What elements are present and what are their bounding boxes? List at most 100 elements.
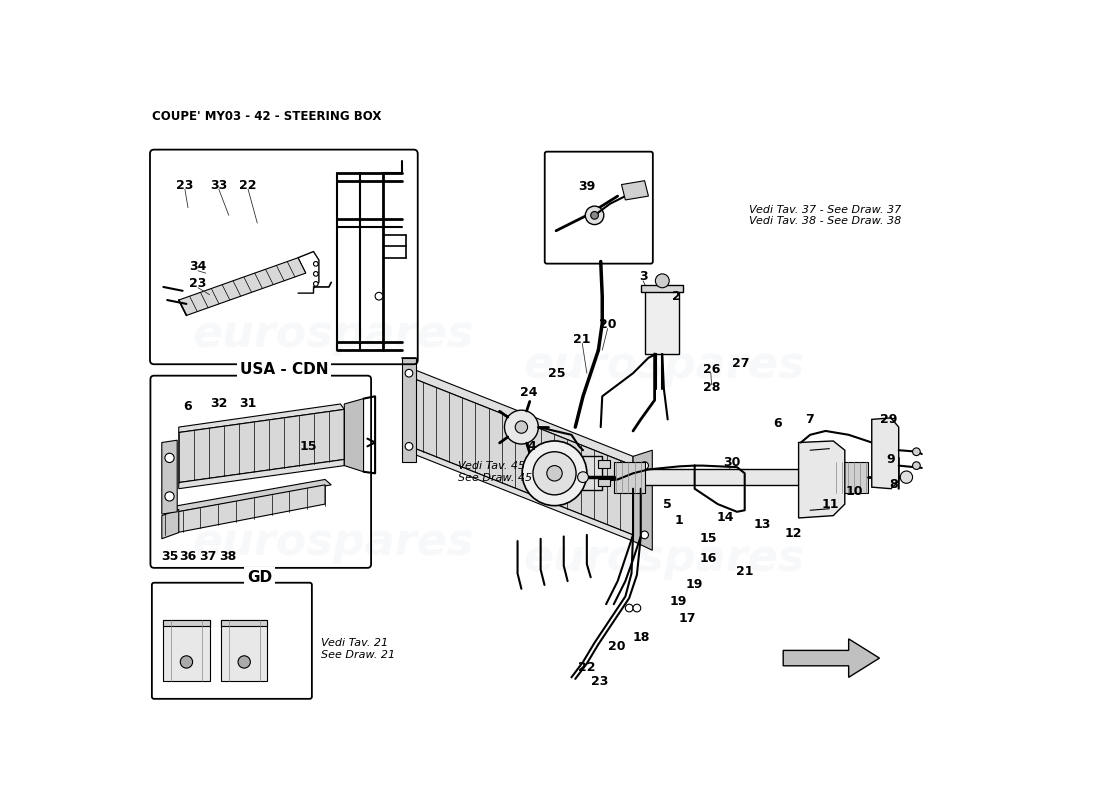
Text: 18: 18 bbox=[632, 631, 649, 644]
Circle shape bbox=[165, 454, 174, 462]
Text: 23: 23 bbox=[176, 179, 194, 192]
Circle shape bbox=[405, 370, 412, 377]
Text: 24: 24 bbox=[520, 386, 538, 399]
Text: 23: 23 bbox=[189, 278, 207, 290]
Circle shape bbox=[314, 282, 318, 286]
Polygon shape bbox=[834, 462, 868, 493]
Circle shape bbox=[314, 262, 318, 266]
Circle shape bbox=[640, 462, 649, 470]
Polygon shape bbox=[409, 446, 634, 541]
Polygon shape bbox=[163, 619, 209, 626]
Text: eurospares: eurospares bbox=[192, 314, 473, 356]
Polygon shape bbox=[178, 258, 306, 315]
Text: 6: 6 bbox=[773, 417, 782, 430]
Circle shape bbox=[515, 421, 528, 434]
Text: 10: 10 bbox=[846, 486, 864, 498]
Polygon shape bbox=[598, 478, 609, 486]
Text: 9: 9 bbox=[887, 453, 895, 466]
Text: eurospares: eurospares bbox=[524, 344, 804, 387]
Text: 11: 11 bbox=[822, 498, 839, 510]
Text: 15: 15 bbox=[299, 440, 317, 453]
Circle shape bbox=[913, 462, 921, 470]
Text: 37: 37 bbox=[199, 550, 217, 563]
Circle shape bbox=[591, 211, 598, 219]
Text: 16: 16 bbox=[700, 551, 717, 565]
Text: 13: 13 bbox=[754, 518, 771, 531]
Text: Vedi Tav. 21
See Draw. 21: Vedi Tav. 21 See Draw. 21 bbox=[321, 638, 395, 660]
Text: 14: 14 bbox=[717, 511, 734, 525]
Text: 39: 39 bbox=[579, 180, 595, 194]
Polygon shape bbox=[598, 460, 609, 468]
Polygon shape bbox=[178, 404, 344, 433]
Polygon shape bbox=[640, 285, 683, 292]
Text: 28: 28 bbox=[703, 381, 720, 394]
Text: 19: 19 bbox=[685, 578, 703, 591]
Text: 27: 27 bbox=[733, 358, 749, 370]
Circle shape bbox=[913, 448, 921, 455]
Text: 22: 22 bbox=[240, 179, 256, 192]
Text: 32: 32 bbox=[210, 397, 228, 410]
Text: 26: 26 bbox=[703, 363, 720, 376]
Text: Vedi Tav. 37 - See Draw. 37
Vedi Tav. 38 - See Draw. 38: Vedi Tav. 37 - See Draw. 37 Vedi Tav. 38… bbox=[749, 205, 901, 226]
Text: 25: 25 bbox=[548, 366, 565, 380]
Text: 20: 20 bbox=[608, 640, 626, 653]
Text: 7: 7 bbox=[805, 413, 814, 426]
Circle shape bbox=[180, 656, 192, 668]
Polygon shape bbox=[634, 450, 652, 550]
Polygon shape bbox=[645, 289, 680, 354]
Text: USA - CDN: USA - CDN bbox=[240, 362, 329, 377]
Polygon shape bbox=[783, 639, 880, 678]
Text: 5: 5 bbox=[662, 498, 671, 511]
Text: 31: 31 bbox=[240, 397, 256, 410]
Text: 19: 19 bbox=[670, 595, 688, 608]
Text: 4: 4 bbox=[528, 440, 537, 453]
Text: 15: 15 bbox=[700, 532, 717, 546]
Circle shape bbox=[165, 492, 174, 501]
Polygon shape bbox=[221, 619, 267, 682]
Text: eurospares: eurospares bbox=[524, 537, 804, 579]
Polygon shape bbox=[621, 181, 649, 200]
Text: 35: 35 bbox=[161, 550, 178, 563]
Polygon shape bbox=[799, 441, 845, 518]
Circle shape bbox=[238, 656, 251, 668]
Text: 17: 17 bbox=[679, 611, 695, 625]
Circle shape bbox=[547, 466, 562, 481]
Text: 12: 12 bbox=[784, 527, 802, 540]
Polygon shape bbox=[165, 485, 326, 535]
Polygon shape bbox=[165, 479, 331, 514]
Circle shape bbox=[578, 472, 588, 482]
Text: 34: 34 bbox=[189, 261, 207, 274]
Text: 23: 23 bbox=[592, 674, 608, 688]
Text: 3: 3 bbox=[639, 270, 648, 283]
Circle shape bbox=[656, 274, 669, 288]
Polygon shape bbox=[162, 510, 178, 538]
Circle shape bbox=[314, 271, 318, 276]
Text: 20: 20 bbox=[598, 318, 616, 331]
Polygon shape bbox=[162, 440, 177, 514]
Text: 1: 1 bbox=[675, 514, 683, 526]
Circle shape bbox=[585, 206, 604, 225]
Text: 21: 21 bbox=[573, 333, 591, 346]
Polygon shape bbox=[409, 377, 634, 535]
Circle shape bbox=[900, 471, 913, 483]
Circle shape bbox=[534, 452, 576, 495]
Text: 30: 30 bbox=[723, 456, 740, 469]
Text: eurospares: eurospares bbox=[192, 521, 473, 564]
Polygon shape bbox=[163, 619, 209, 682]
Polygon shape bbox=[871, 418, 899, 489]
Text: 6: 6 bbox=[184, 400, 192, 413]
Text: 29: 29 bbox=[880, 413, 898, 426]
Text: 22: 22 bbox=[579, 661, 595, 674]
Polygon shape bbox=[640, 470, 834, 485]
Circle shape bbox=[640, 531, 649, 538]
Circle shape bbox=[375, 292, 383, 300]
Polygon shape bbox=[178, 410, 344, 482]
Polygon shape bbox=[409, 368, 634, 466]
Circle shape bbox=[634, 604, 641, 612]
Text: COUPE' MY03 - 42 - STEERING BOX: COUPE' MY03 - 42 - STEERING BOX bbox=[152, 110, 382, 123]
Circle shape bbox=[405, 442, 412, 450]
Text: 36: 36 bbox=[179, 550, 197, 563]
Text: 38: 38 bbox=[219, 550, 236, 563]
Text: 33: 33 bbox=[210, 179, 228, 192]
Polygon shape bbox=[344, 398, 363, 472]
